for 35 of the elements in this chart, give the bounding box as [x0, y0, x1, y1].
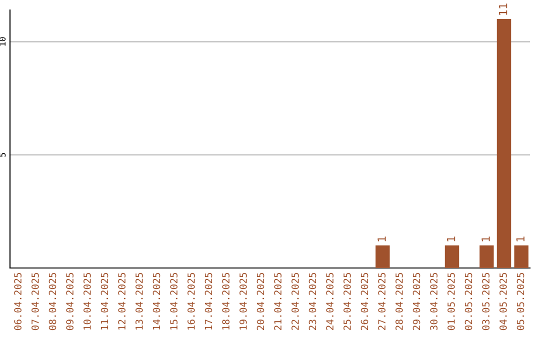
x-tick-label: 24.04.2025: [326, 272, 334, 330]
data-label: 11: [498, 4, 508, 15]
x-tick-label: 28.04.2025: [395, 272, 403, 330]
x-tick-label: 04.05.2025: [499, 272, 507, 330]
x-tick-label: 07.04.2025: [31, 272, 39, 330]
x-tick-label: 01.05.2025: [447, 272, 455, 330]
x-tick-label: 14.04.2025: [152, 272, 160, 330]
x-tick-label: 17.04.2025: [204, 272, 212, 330]
x-tick-label: 02.05.2025: [464, 272, 472, 330]
x-tick-label: 19.04.2025: [239, 272, 247, 330]
x-tick-label: 13.04.2025: [135, 272, 143, 330]
x-tick-label: 30.04.2025: [430, 272, 438, 330]
x-tick-label: 10.04.2025: [83, 272, 91, 330]
x-tick-label: 20.04.2025: [256, 272, 264, 330]
data-label: 1: [378, 236, 386, 242]
x-tick-label: 29.04.2025: [412, 272, 420, 330]
x-tick-label: 03.05.2025: [482, 272, 490, 330]
x-tick-label: 23.04.2025: [308, 272, 316, 330]
data-label: 1: [446, 236, 456, 242]
x-tick-label: 11.04.2025: [100, 272, 108, 330]
x-tick-label: 25.04.2025: [343, 272, 351, 330]
x-tick-label: 08.04.2025: [48, 272, 56, 330]
x-tick-label: 18.04.2025: [222, 272, 230, 330]
x-tick-label: 05.05.2025: [516, 272, 524, 330]
x-tick-label: 09.04.2025: [66, 272, 74, 330]
x-tick-label: 06.04.2025: [14, 272, 22, 330]
x-tick-label: 21.04.2025: [274, 272, 282, 330]
x-tick-label: 27.04.2025: [378, 272, 386, 330]
data-label: 1: [516, 236, 524, 242]
x-tick-label: 16.04.2025: [187, 272, 195, 330]
x-tick-label: 22.04.2025: [291, 272, 299, 330]
x-tick-label: 12.04.2025: [118, 272, 126, 330]
data-label: 1: [482, 236, 490, 242]
x-tick-label: 26.04.2025: [360, 272, 368, 330]
x-tick-label: 15.04.2025: [170, 272, 178, 330]
